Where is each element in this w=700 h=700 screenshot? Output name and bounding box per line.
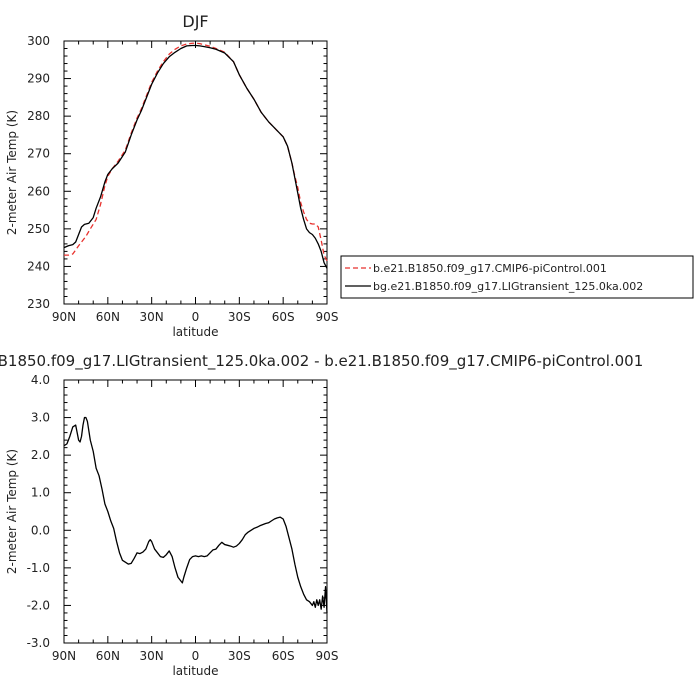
chart-1-y-tick-label: 280 — [27, 109, 50, 123]
chart-1-series-2-line — [63, 44, 328, 269]
chart-1-x-axis-label: latitude — [172, 325, 218, 339]
chart-1-x-tick-label: 60N — [96, 310, 120, 324]
chart-2-x-tick-label: 90N — [52, 649, 76, 663]
legend-label-picontrol: b.e21.B1850.f09_g17.CMIP6-piControl.001 — [373, 262, 607, 275]
chart-2-plot-frame — [63, 379, 328, 644]
chart-1-y-tick-label: 230 — [27, 297, 50, 311]
chart-1-x-tick-label: 30S — [228, 310, 251, 324]
chart-2-y-tick-label: -3.0 — [27, 636, 50, 650]
chart-2-y-tick-label: -2.0 — [27, 598, 50, 612]
chart-1-legend: b.e21.B1850.f09_g17.CMIP6-piControl.001 … — [340, 255, 694, 299]
chart-2-x-tick-label: 90S — [316, 649, 339, 663]
chart-1-y-tick-label: 270 — [27, 147, 50, 161]
chart-1-y-tick-label: 250 — [27, 222, 50, 236]
chart-2-y-tick-label: 1.0 — [31, 486, 50, 500]
chart-1-title: DJF — [182, 12, 208, 31]
chart-1-x-tick-label: 60S — [272, 310, 295, 324]
legend-box — [340, 255, 694, 299]
chart-1-x-tick-label: 90S — [316, 310, 339, 324]
chart-2-x-tick-label: 30S — [228, 649, 251, 663]
chart-2-x-axis-label: latitude — [172, 664, 218, 678]
chart-2-series-1-line — [63, 416, 328, 613]
chart-1-series-1-line — [64, 42, 328, 262]
chart-2-title: bg.e21.B1850.f09_g17.LIGtransient_125.0k… — [0, 352, 643, 371]
chart-2-y-axis-label: 2-meter Air Temp (K) — [5, 449, 19, 574]
chart-1-x-tick-label: 90N — [52, 310, 76, 324]
chart-1-y-tick-label: 300 — [27, 34, 50, 48]
legend-label-ligtransient: bg.e21.B1850.f09_g17.LIGtransient_125.0k… — [373, 280, 643, 293]
chart-2-y-tick-label: 3.0 — [31, 411, 50, 425]
chart-2-x-tick-label: 30N — [140, 649, 164, 663]
chart-2-y-tick-label: 2.0 — [31, 448, 50, 462]
chart-1-x-tick-label: 0 — [192, 310, 200, 324]
chart-2-x-tick-label: 60S — [272, 649, 295, 663]
chart-2-x-tick-label: 0 — [192, 649, 200, 663]
chart-1-y-tick-label: 290 — [27, 72, 50, 86]
chart-1-y-tick-label: 260 — [27, 184, 50, 198]
chart-2-y-tick-label: 0.0 — [31, 523, 50, 537]
chart-2-x-tick-label: 60N — [96, 649, 120, 663]
chart-1-y-axis-label: 2-meter Air Temp (K) — [5, 110, 19, 235]
chart-1-y-tick-label: 240 — [27, 259, 50, 273]
chart-1-plot-frame — [63, 40, 328, 305]
chart-1-x-tick-label: 30N — [140, 310, 164, 324]
chart-2-y-tick-label: 4.0 — [31, 373, 50, 387]
chart-2-y-tick-label: -1.0 — [27, 561, 50, 575]
